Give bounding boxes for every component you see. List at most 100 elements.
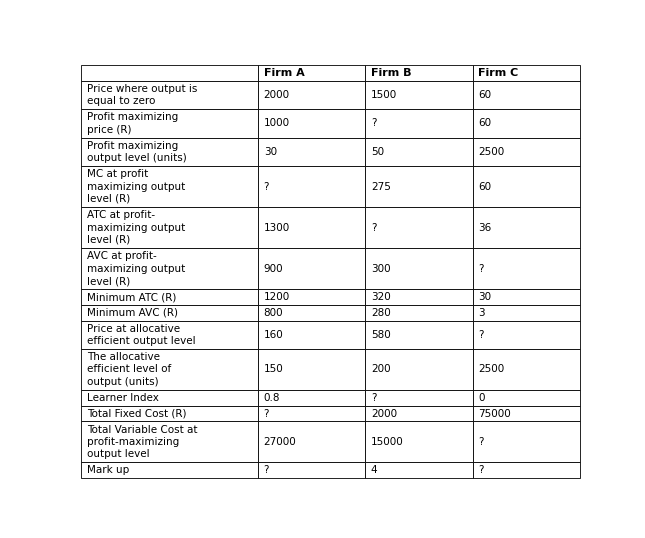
Bar <box>366 65 473 81</box>
Text: ?: ? <box>478 330 484 340</box>
Text: ?: ? <box>478 264 484 274</box>
Bar <box>473 81 580 109</box>
Text: 15000: 15000 <box>371 437 404 447</box>
Bar <box>81 421 258 463</box>
Text: 2000: 2000 <box>264 90 290 100</box>
Bar <box>81 248 258 289</box>
Text: 60: 60 <box>478 118 491 129</box>
Bar <box>81 390 258 406</box>
Text: Price where output is
equal to zero: Price where output is equal to zero <box>86 84 197 107</box>
Bar <box>473 289 580 305</box>
Bar <box>81 305 258 321</box>
Text: Minimum AVC (R): Minimum AVC (R) <box>86 308 177 318</box>
Bar <box>81 166 258 207</box>
Text: 50: 50 <box>371 147 384 157</box>
Text: Firm A: Firm A <box>264 68 304 78</box>
Text: 75000: 75000 <box>478 408 511 419</box>
Bar <box>473 305 580 321</box>
Bar <box>258 166 366 207</box>
Text: 1300: 1300 <box>264 223 290 232</box>
Text: Price at allocative
efficient output level: Price at allocative efficient output lev… <box>86 323 195 346</box>
Bar <box>258 305 366 321</box>
Bar <box>366 305 473 321</box>
Bar <box>366 248 473 289</box>
Bar <box>258 81 366 109</box>
Bar <box>81 81 258 109</box>
Bar <box>258 65 366 81</box>
Text: 150: 150 <box>264 365 283 374</box>
Bar <box>81 463 258 478</box>
Bar <box>473 321 580 349</box>
Text: 580: 580 <box>371 330 391 340</box>
Bar <box>81 138 258 166</box>
Bar <box>81 207 258 248</box>
Bar <box>366 390 473 406</box>
Text: 60: 60 <box>478 90 491 100</box>
Text: 275: 275 <box>371 181 391 192</box>
Text: 0: 0 <box>478 393 484 403</box>
Text: ?: ? <box>371 118 377 129</box>
Bar <box>366 166 473 207</box>
Bar <box>366 406 473 421</box>
Text: 1200: 1200 <box>264 292 290 302</box>
Text: 200: 200 <box>371 365 390 374</box>
Text: 1500: 1500 <box>371 90 397 100</box>
Bar <box>258 463 366 478</box>
Bar <box>473 109 580 138</box>
Bar <box>473 390 580 406</box>
Bar <box>81 65 258 81</box>
Text: Mark up: Mark up <box>86 465 129 476</box>
Text: 27000: 27000 <box>264 437 297 447</box>
Text: Firm B: Firm B <box>371 68 412 78</box>
Text: ?: ? <box>264 465 269 476</box>
Bar <box>81 109 258 138</box>
Bar <box>366 289 473 305</box>
Bar <box>258 406 366 421</box>
Text: Profit maximizing
output level (units): Profit maximizing output level (units) <box>86 140 186 163</box>
Bar <box>258 109 366 138</box>
Text: 2500: 2500 <box>478 365 504 374</box>
Bar <box>366 207 473 248</box>
Text: 1000: 1000 <box>264 118 290 129</box>
Bar <box>366 138 473 166</box>
Text: 800: 800 <box>264 308 283 318</box>
Bar <box>81 349 258 390</box>
Text: ?: ? <box>264 408 269 419</box>
Text: 160: 160 <box>264 330 283 340</box>
Text: Total Variable Cost at
profit-maximizing
output level: Total Variable Cost at profit-maximizing… <box>86 424 197 459</box>
Bar <box>366 109 473 138</box>
Bar <box>473 207 580 248</box>
Text: ATC at profit-
maximizing output
level (R): ATC at profit- maximizing output level (… <box>86 210 185 245</box>
Text: 3: 3 <box>478 308 485 318</box>
Bar <box>473 421 580 463</box>
Text: Profit maximizing
price (R): Profit maximizing price (R) <box>86 112 178 134</box>
Text: Minimum ATC (R): Minimum ATC (R) <box>86 292 176 302</box>
Bar <box>366 321 473 349</box>
Text: MC at profit
maximizing output
level (R): MC at profit maximizing output level (R) <box>86 169 185 204</box>
Bar <box>81 406 258 421</box>
Bar <box>258 138 366 166</box>
Bar <box>473 349 580 390</box>
Bar <box>366 349 473 390</box>
Text: Total Fixed Cost (R): Total Fixed Cost (R) <box>86 408 186 419</box>
Text: The allocative
efficient level of
output (units): The allocative efficient level of output… <box>86 352 171 387</box>
Text: 320: 320 <box>371 292 391 302</box>
Text: ?: ? <box>371 223 377 232</box>
Text: ?: ? <box>478 465 484 476</box>
Bar <box>81 289 258 305</box>
Bar <box>473 138 580 166</box>
Bar <box>258 321 366 349</box>
Bar <box>258 207 366 248</box>
Bar <box>366 463 473 478</box>
Text: 280: 280 <box>371 308 391 318</box>
Bar <box>366 81 473 109</box>
Bar <box>258 390 366 406</box>
Text: 30: 30 <box>264 147 277 157</box>
Text: Learner Index: Learner Index <box>86 393 159 403</box>
Text: 4: 4 <box>371 465 377 476</box>
Bar <box>366 421 473 463</box>
Text: ?: ? <box>371 393 377 403</box>
Text: AVC at profit-
maximizing output
level (R): AVC at profit- maximizing output level (… <box>86 251 185 286</box>
Bar <box>258 421 366 463</box>
Text: Firm C: Firm C <box>478 68 519 78</box>
